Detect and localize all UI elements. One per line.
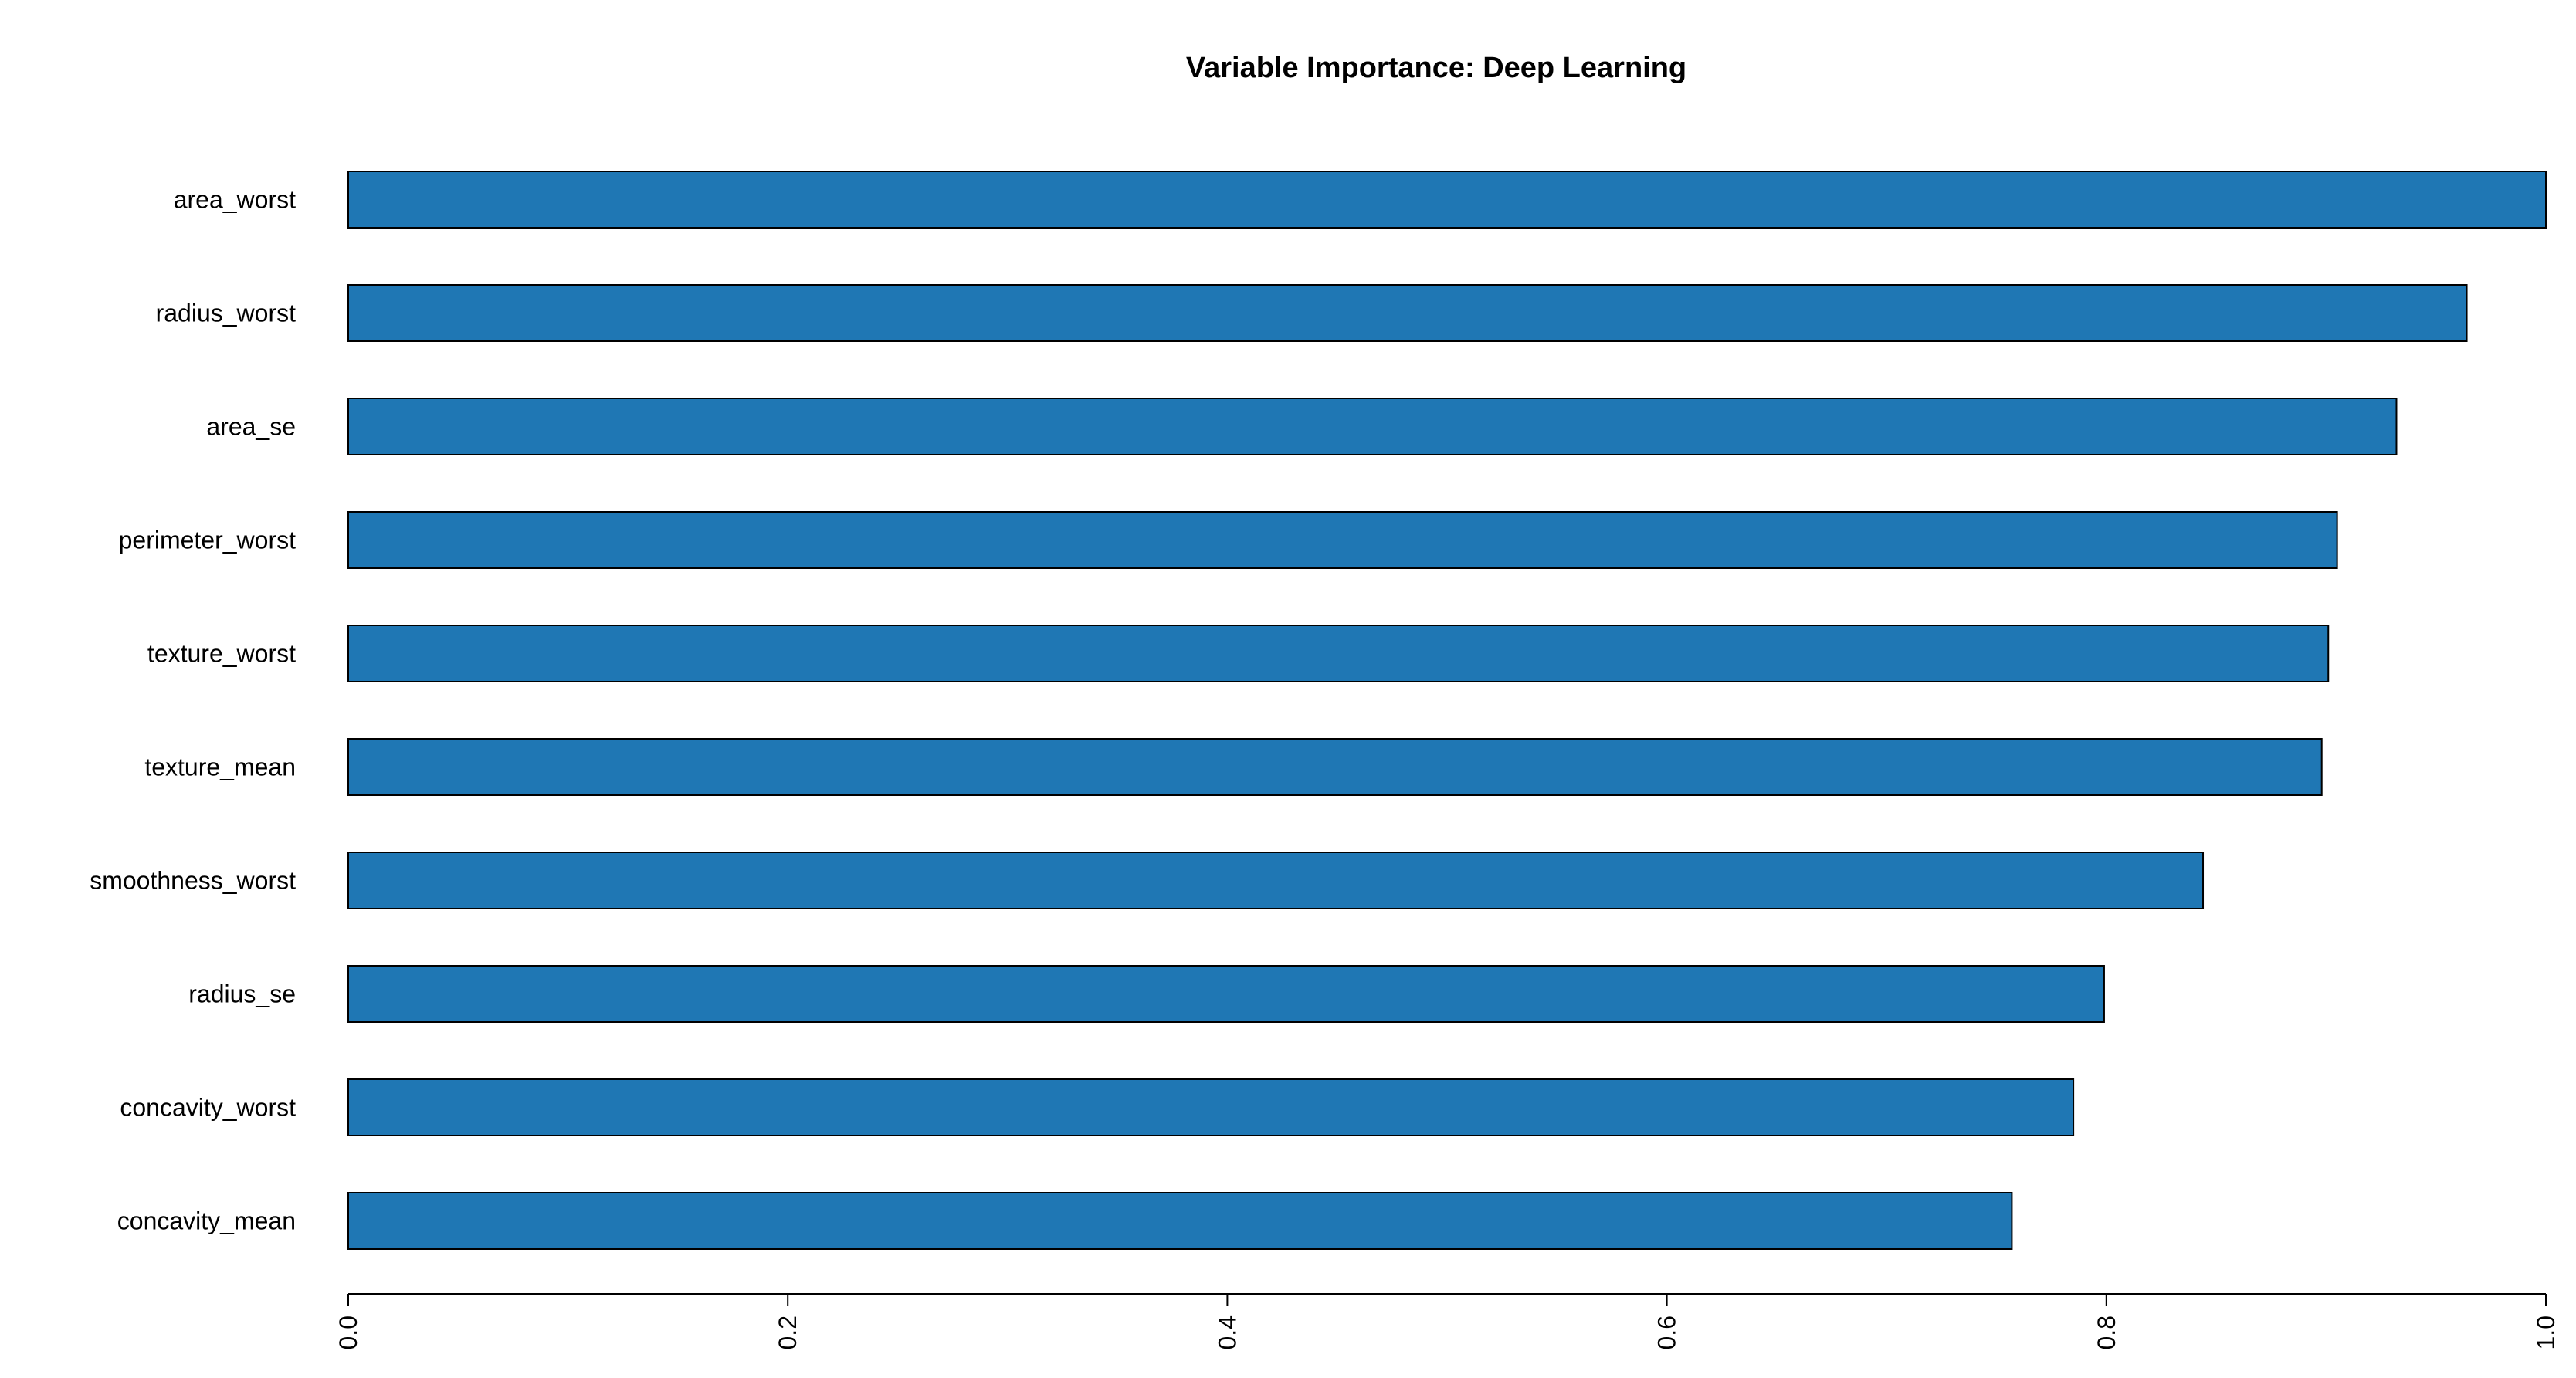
bar-smoothness-worst (347, 852, 2205, 909)
category-label: radius_se (188, 980, 296, 1008)
x-tick-label: 0.4 (1213, 1315, 1241, 1349)
category-label: concavity_worst (120, 1094, 296, 1122)
bar-concavity-mean (347, 1192, 2013, 1250)
category-label: radius_worst (156, 300, 297, 327)
category-label: area_worst (174, 186, 296, 214)
bar-concavity-worst (347, 1078, 2075, 1136)
bar-area-se (347, 398, 2398, 455)
x-tick-label: 0.6 (1653, 1315, 1681, 1349)
category-labels: area_worst radius_worst area_se perimeter_w… (90, 186, 296, 1235)
category-label: texture_worst (147, 640, 296, 668)
x-axis: 0.0 0.2 0.4 0.6 0.8 1.0 (334, 1293, 2560, 1349)
category-label: concavity_mean (117, 1207, 296, 1235)
category-label: smoothness_worst (90, 867, 296, 895)
bar-texture-worst (347, 625, 2330, 682)
category-label: area_se (206, 413, 296, 441)
x-tick-label: 0.8 (2093, 1315, 2120, 1349)
bar-texture-mean (347, 738, 2323, 796)
bar-area-worst (347, 171, 2547, 229)
x-tick-label: 0.0 (334, 1315, 362, 1349)
x-tick-label: 1.0 (2532, 1315, 2560, 1349)
bars-layer (347, 171, 2547, 1250)
chart-title: Variable Importance: Deep Learning (1186, 52, 1686, 84)
x-tick-label: 0.2 (774, 1315, 802, 1349)
bar-perimeter-worst (347, 511, 2338, 569)
category-label: texture_mean (144, 753, 296, 781)
bar-radius-se (347, 965, 2105, 1023)
bar-radius-worst (347, 284, 2468, 342)
category-label: perimeter_worst (119, 526, 297, 554)
